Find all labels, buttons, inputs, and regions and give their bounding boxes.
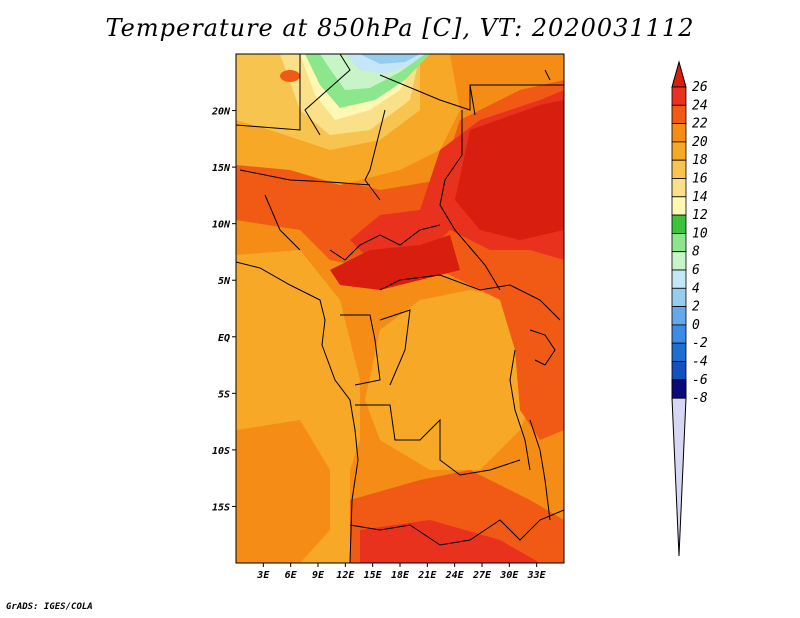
colorbar-swatch (671, 214, 687, 234)
lon-tick-label: 12E (336, 570, 355, 581)
lake-boundary (509, 349, 531, 471)
colorbar-swatch (671, 196, 687, 216)
lon-tick-label: 27E (472, 570, 492, 581)
colorbar-label: -4 (692, 355, 708, 370)
border (236, 54, 301, 131)
colorbar-label: -8 (692, 391, 708, 406)
colorbar-label: 16 (692, 172, 708, 187)
border (349, 509, 564, 546)
border (355, 404, 521, 476)
lon-tick-label: 30E (499, 570, 519, 581)
colorbar-label: 10 (692, 226, 708, 241)
lat-tick-label: 20N (211, 107, 231, 118)
border (340, 314, 381, 386)
colorbar-label: 6 (692, 263, 700, 278)
lon-tick-label: 3E (256, 570, 270, 581)
colorbar-swatch (671, 361, 687, 381)
lat-tick-label: 15N (212, 163, 231, 174)
lon-tick-label: 24E (445, 570, 465, 581)
warm-spot (280, 70, 300, 82)
colorbar-label: 22 (692, 117, 708, 132)
colorbar-swatch (671, 178, 687, 198)
colorbar-bottom-arrow (671, 397, 687, 557)
colorbar-swatch (671, 123, 687, 143)
colorbar-label: 24 (692, 98, 708, 113)
lat-tick-label: 5N (218, 276, 231, 287)
colorbar-label: 18 (692, 153, 708, 168)
border (379, 274, 561, 321)
border (329, 224, 441, 261)
colorbar-label: 8 (692, 245, 700, 260)
colorbar-swatch (671, 379, 687, 399)
congo-basin-band (365, 290, 540, 470)
colorbar-swatch (671, 141, 687, 161)
colorbar-swatch (671, 287, 687, 307)
colorbar-swatch (671, 104, 687, 125)
borders (236, 54, 564, 563)
border (439, 110, 501, 291)
colorbar-label: 4 (692, 281, 700, 296)
coastline (236, 261, 359, 563)
colorbar-swatch (671, 251, 687, 271)
border (239, 169, 371, 186)
lat-tick-label: 5S (218, 389, 230, 400)
lon-tick-label: 9E (312, 570, 325, 581)
border (264, 194, 301, 251)
sw-ocean-band (236, 420, 330, 563)
sahel-hot-core (455, 100, 564, 240)
lake-victoria (529, 329, 556, 366)
colorbar-label: 20 (692, 135, 708, 150)
colorbar-top-arrow (671, 60, 687, 88)
axis-ticks: 3E 6E 9E 12E 15E 18E 21E 24E 27E 30E 33E 20N 15N 10N 5… (211, 107, 547, 581)
lake-malawi (529, 419, 551, 521)
lon-tick-label: 21E (417, 570, 437, 581)
colorbar-swatch (671, 324, 687, 344)
colorbar-swatch (671, 269, 687, 289)
map-title: Temperature at 850hPa [C], VT: 202003111… (105, 14, 695, 42)
colorbar-swatch (671, 342, 687, 362)
coast-fragment (544, 69, 551, 81)
colorbar-label: 26 (692, 80, 708, 95)
lon-tick-label: 6E (285, 570, 298, 581)
lat-tick-label: 15S (212, 502, 230, 513)
lon-tick-label: 33E (527, 570, 547, 581)
lon-tick-label: 15E (364, 570, 383, 581)
east-warm-band (500, 280, 564, 440)
border (469, 84, 476, 116)
colorbar-label: 14 (692, 190, 708, 205)
colorbar-swatch (671, 306, 687, 326)
colorbar-swatch (671, 232, 687, 253)
colorbar-label: 2 (692, 300, 700, 315)
colorbar-label: 0 (692, 318, 700, 333)
temperature-field (236, 54, 564, 563)
grads-credit: GrADS: IGES/COLA (6, 602, 93, 612)
cool-band-4 (360, 54, 420, 64)
lon-tick-label: 18E (391, 570, 410, 581)
colorbar-swatch (671, 159, 687, 179)
south-hottest-band (360, 520, 540, 563)
border (304, 54, 351, 136)
lat-tick-label: 10N (212, 220, 231, 231)
lat-tick-label: EQ (218, 333, 230, 344)
border (379, 309, 411, 386)
colorbar-swatch (671, 86, 687, 106)
colorbar-label: 12 (692, 208, 708, 223)
colorbar-label: -2 (692, 336, 708, 351)
border (379, 74, 564, 111)
lat-tick-label: 10S (212, 446, 230, 457)
colorbar-label: -6 (692, 373, 708, 388)
border (364, 109, 386, 201)
